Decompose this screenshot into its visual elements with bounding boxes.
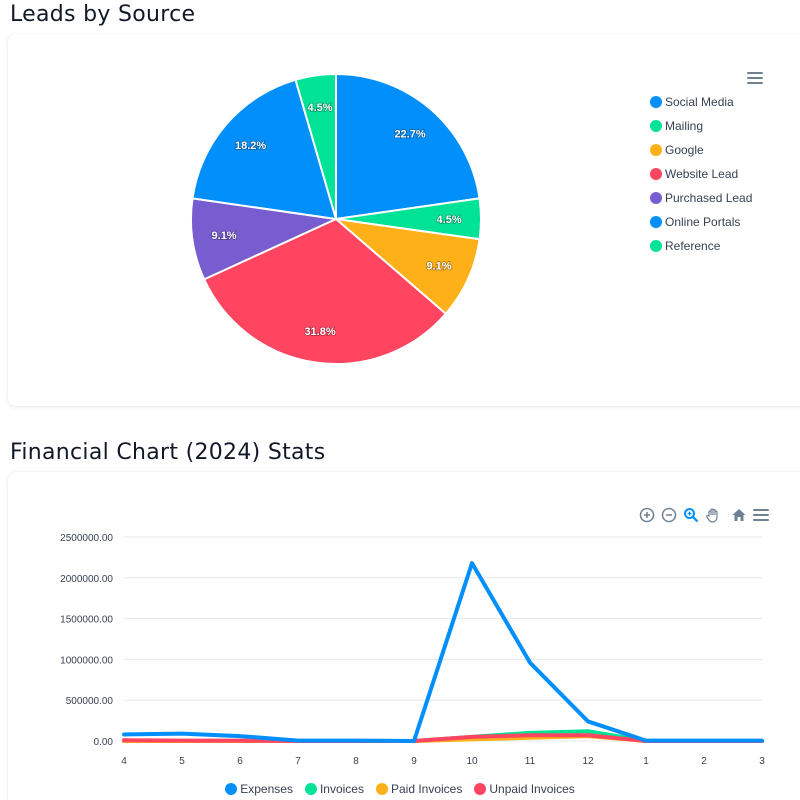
chart-menu-icon[interactable]: [752, 506, 770, 524]
pie-data-label: 9.1%: [426, 261, 451, 273]
legend-item-purchased-lead[interactable]: Purchased Lead: [650, 186, 752, 210]
leads-pie-chart: 22.7% 4.5% 9.1% 31.8% 9.1% 18.2% 4.5%: [190, 72, 482, 365]
pie-slice-social-media[interactable]: [335, 72, 481, 221]
legend-marker: [304, 783, 317, 795]
legend-marker: [650, 216, 662, 228]
legend-item-reference[interactable]: Reference: [650, 234, 752, 258]
pie-data-label: 31.8%: [304, 326, 335, 338]
pie-slice-purchased-lead[interactable]: [190, 197, 340, 281]
legend-marker: [474, 783, 487, 795]
legend-marker: [650, 120, 662, 132]
legend-label: Website Lead: [665, 167, 739, 181]
legend-marker: [650, 192, 662, 204]
legend-item-mailing[interactable]: Mailing: [650, 114, 752, 138]
legend-item-online-portals[interactable]: Online Portals: [650, 210, 752, 234]
legend-item-social-media[interactable]: Social Media: [650, 90, 752, 114]
financial-section-title: Financial Chart (2024) Stats: [10, 440, 326, 465]
legend-marker: [650, 168, 662, 180]
pie-slice-website-lead[interactable]: [202, 217, 448, 365]
legend-label: Paid Invoices: [390, 782, 463, 796]
legend-item-unpaid-invoices[interactable]: Unpaid Invoices: [474, 782, 575, 796]
legend-marker: [650, 144, 662, 156]
legend-label: Invoices: [319, 782, 364, 796]
zoom-out-icon[interactable]: [660, 506, 678, 524]
pie-slice-online-portals[interactable]: [191, 78, 338, 221]
pie-data-label: 9.1%: [212, 230, 237, 242]
legend-label: Expenses: [240, 782, 293, 796]
legend-item-expenses[interactable]: Expenses: [225, 782, 293, 796]
legend-marker: [650, 96, 662, 108]
pie-data-label: 4.5%: [437, 214, 462, 226]
pie-data-label: 22.7%: [394, 129, 425, 141]
pan-hand-icon[interactable]: [704, 506, 722, 524]
home-icon[interactable]: [730, 506, 748, 524]
legend-marker: [375, 783, 388, 795]
magnifier-icon[interactable]: [682, 506, 700, 524]
legend-item-invoices[interactable]: Invoices: [304, 782, 364, 796]
pie-slice-reference[interactable]: [294, 72, 337, 220]
pie-legend: Social Media Mailing Google Website Lead Pur…: [650, 90, 752, 258]
legend-label: Mailing: [665, 119, 704, 133]
zoom-in-icon[interactable]: [638, 506, 656, 524]
chart-toolbar: [638, 506, 770, 524]
legend-item-website-lead[interactable]: Website Lead: [650, 162, 752, 186]
legend-label: Social Media: [665, 95, 734, 109]
leads-section-title: Leads by Source: [10, 2, 196, 27]
legend-label: Google: [665, 143, 704, 157]
legend-marker: [225, 783, 238, 795]
legend-label: Unpaid Invoices: [489, 782, 575, 796]
pie-slice-google[interactable]: [332, 217, 481, 316]
legend-item-paid-invoices[interactable]: Paid Invoices: [375, 782, 463, 796]
line-legend: Expenses Invoices Paid Invoices Unpaid Invo…: [0, 782, 800, 796]
legend-label: Reference: [665, 239, 721, 253]
legend-marker: [650, 240, 662, 252]
pie-data-label: 18.2%: [235, 140, 266, 152]
legend-label: Purchased Lead: [665, 191, 753, 205]
chart-menu-icon[interactable]: [747, 72, 763, 84]
legend-item-google[interactable]: Google: [650, 138, 752, 162]
pie-data-label: 4.5%: [308, 102, 333, 114]
legend-label: Online Portals: [665, 215, 741, 229]
